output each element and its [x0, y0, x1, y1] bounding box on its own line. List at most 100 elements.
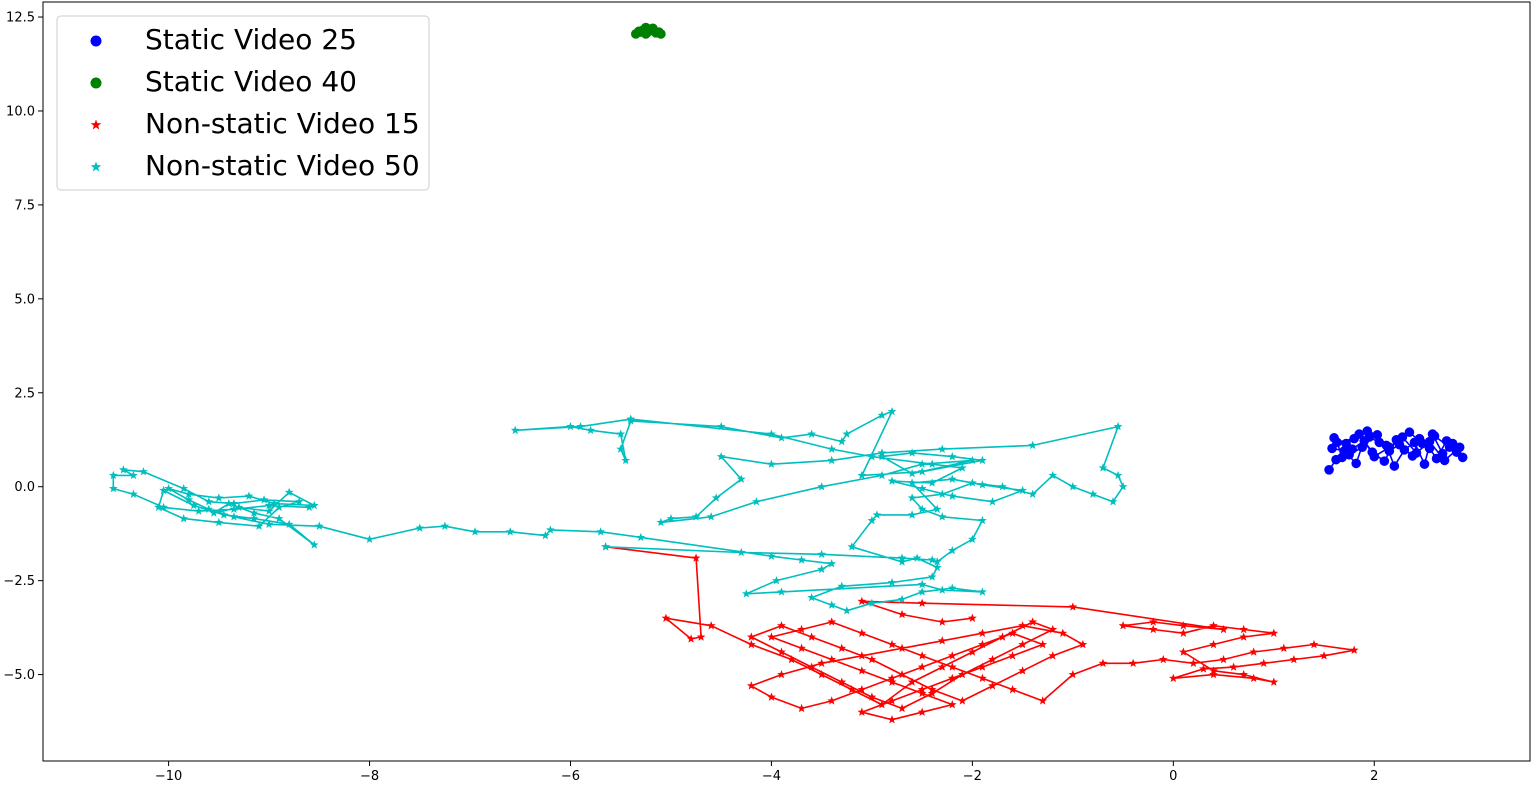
- data-point: [937, 512, 947, 521]
- data-point: [937, 617, 947, 626]
- data-point: [842, 429, 852, 438]
- data-point: [576, 421, 585, 431]
- data-point: [636, 532, 646, 542]
- data-point: [129, 470, 138, 480]
- data-point: [842, 606, 852, 615]
- data-point: [968, 534, 977, 544]
- data-point: [194, 506, 204, 515]
- data-point: [947, 662, 957, 671]
- data-point: [917, 598, 927, 607]
- legend-item: Non-static Video 50: [90, 149, 420, 182]
- data-point: [159, 502, 168, 512]
- data-point: [209, 508, 219, 517]
- data-point: [777, 621, 786, 630]
- data-point: [968, 613, 977, 622]
- data-point: [1239, 669, 1249, 679]
- data-point: [917, 467, 927, 476]
- data-point: [957, 463, 967, 472]
- data-point: [716, 452, 726, 461]
- data-point: [440, 521, 450, 530]
- data-point: [937, 444, 947, 453]
- data-point: [1349, 645, 1359, 654]
- data-point: [978, 639, 987, 649]
- data-point: [1309, 639, 1319, 649]
- data-point: [666, 514, 676, 523]
- data-point: [1178, 621, 1188, 630]
- data-point: [877, 452, 887, 461]
- data-point: [978, 515, 987, 525]
- data-point: [264, 506, 274, 515]
- data-point: [907, 468, 917, 478]
- data-point: [1028, 617, 1038, 626]
- data-point: [1397, 432, 1408, 442]
- data-point: [254, 521, 264, 530]
- data-point: [1424, 443, 1435, 454]
- data-point: [365, 534, 374, 544]
- data-point: [108, 470, 118, 480]
- data-point: [827, 696, 837, 705]
- data-point: [1068, 669, 1078, 679]
- data-point: [179, 483, 189, 493]
- data-point: [566, 421, 575, 431]
- data-point: [927, 685, 937, 694]
- data-point: [1068, 482, 1078, 491]
- data-point: [586, 425, 595, 435]
- data-point: [129, 489, 138, 498]
- data-point: [1189, 658, 1198, 668]
- x-tick-label: −10: [155, 769, 182, 783]
- data-point: [1028, 489, 1038, 498]
- data-point: [1148, 624, 1158, 634]
- data-point: [847, 685, 857, 694]
- data-point: [988, 497, 997, 506]
- data-point: [968, 478, 977, 487]
- data-point: [917, 651, 927, 660]
- data-point: [777, 647, 786, 656]
- legend-item: Non-static Video 15: [90, 107, 420, 140]
- data-point: [274, 502, 284, 512]
- data-point: [1427, 429, 1438, 439]
- data-point: [857, 651, 867, 660]
- data-point: [309, 500, 319, 510]
- legend-box: [56, 15, 430, 191]
- data-point: [947, 700, 957, 709]
- data-point: [887, 677, 897, 686]
- data-point: [968, 647, 977, 656]
- series-3: [601, 542, 1359, 724]
- data-point: [656, 517, 666, 527]
- data-point: [937, 662, 947, 671]
- data-point: [510, 425, 520, 435]
- data-point: [767, 692, 776, 701]
- data-point: [1088, 489, 1098, 498]
- data-point: [978, 628, 987, 637]
- data-point: [857, 596, 867, 606]
- data-point: [867, 452, 877, 461]
- data-point: [897, 703, 907, 713]
- data-point: [917, 483, 927, 493]
- data-point: [184, 489, 194, 498]
- data-point: [1008, 685, 1017, 694]
- data-point: [229, 499, 239, 508]
- data-point: [877, 700, 887, 709]
- data-point: [621, 455, 631, 465]
- data-point: [751, 497, 761, 506]
- data-point: [947, 491, 957, 500]
- data-point: [947, 545, 957, 555]
- data-point: [837, 437, 847, 446]
- data-point: [284, 487, 294, 497]
- data-point: [601, 542, 611, 551]
- data-point: [1229, 662, 1238, 671]
- data-point: [1028, 440, 1038, 450]
- data-point: [827, 444, 837, 453]
- data-point: [978, 455, 987, 465]
- data-point: [1199, 664, 1208, 673]
- data-point: [269, 499, 279, 508]
- series-2: [630, 22, 666, 39]
- data-point: [827, 559, 837, 568]
- data-point: [1372, 430, 1383, 440]
- data-point: [1399, 445, 1410, 455]
- data-point: [777, 587, 786, 596]
- data-point: [736, 547, 746, 557]
- data-point: [827, 455, 837, 465]
- data-point: [1362, 426, 1373, 436]
